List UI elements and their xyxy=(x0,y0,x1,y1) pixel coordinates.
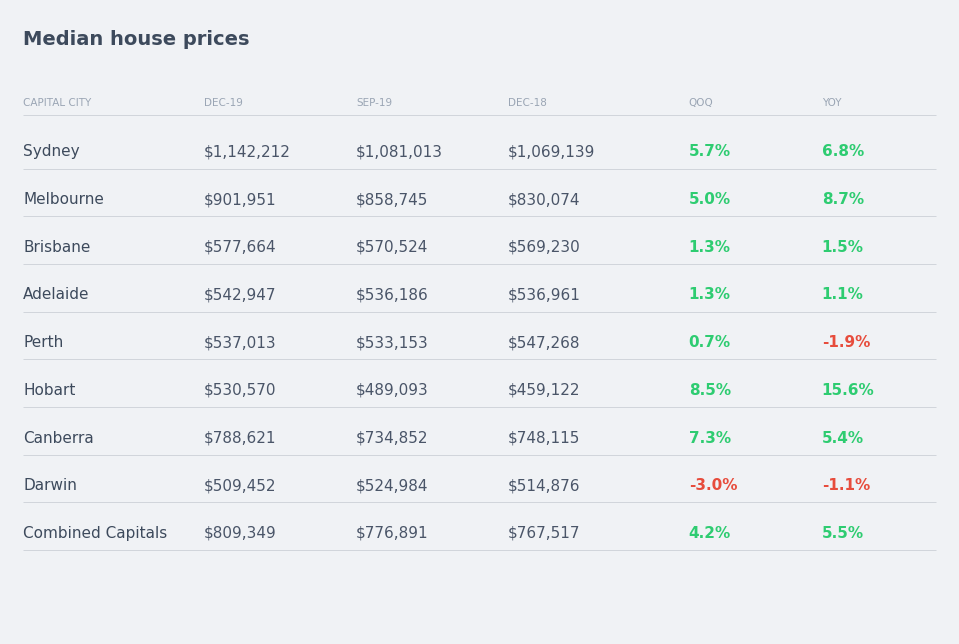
Text: $537,013: $537,013 xyxy=(204,335,276,350)
Text: Melbourne: Melbourne xyxy=(23,192,105,207)
Text: $542,947: $542,947 xyxy=(204,287,276,303)
Text: $489,093: $489,093 xyxy=(356,383,429,398)
Text: $570,524: $570,524 xyxy=(356,240,429,255)
Text: $536,961: $536,961 xyxy=(508,287,581,303)
Text: 5.0%: 5.0% xyxy=(689,192,731,207)
Text: 5.4%: 5.4% xyxy=(822,430,864,446)
Text: $530,570: $530,570 xyxy=(204,383,276,398)
Text: Darwin: Darwin xyxy=(23,478,77,493)
Text: 0.7%: 0.7% xyxy=(689,335,731,350)
Text: 8.5%: 8.5% xyxy=(689,383,731,398)
Text: QOQ: QOQ xyxy=(689,98,713,108)
Text: $776,891: $776,891 xyxy=(356,526,429,541)
Text: 1.3%: 1.3% xyxy=(689,240,731,255)
Text: Brisbane: Brisbane xyxy=(23,240,90,255)
Text: 7.3%: 7.3% xyxy=(689,430,731,446)
Text: Perth: Perth xyxy=(23,335,63,350)
Text: $547,268: $547,268 xyxy=(508,335,580,350)
Text: $748,115: $748,115 xyxy=(508,430,580,446)
Text: Combined Capitals: Combined Capitals xyxy=(23,526,168,541)
Text: $788,621: $788,621 xyxy=(204,430,276,446)
Text: $809,349: $809,349 xyxy=(204,526,276,541)
Text: CAPITAL CITY: CAPITAL CITY xyxy=(23,98,91,108)
Text: $1,081,013: $1,081,013 xyxy=(356,144,443,160)
Text: $459,122: $459,122 xyxy=(508,383,580,398)
Text: $514,876: $514,876 xyxy=(508,478,580,493)
Text: Sydney: Sydney xyxy=(23,144,80,160)
Text: YOY: YOY xyxy=(822,98,841,108)
Text: -1.9%: -1.9% xyxy=(822,335,870,350)
Text: 8.7%: 8.7% xyxy=(822,192,864,207)
Text: Adelaide: Adelaide xyxy=(23,287,90,303)
Text: 15.6%: 15.6% xyxy=(822,383,875,398)
Text: $577,664: $577,664 xyxy=(204,240,276,255)
Text: 6.8%: 6.8% xyxy=(822,144,864,160)
Text: Canberra: Canberra xyxy=(23,430,94,446)
Text: $1,142,212: $1,142,212 xyxy=(204,144,291,160)
Text: $1,069,139: $1,069,139 xyxy=(508,144,596,160)
Text: Median house prices: Median house prices xyxy=(23,30,249,48)
Text: -1.1%: -1.1% xyxy=(822,478,870,493)
Text: SEP-19: SEP-19 xyxy=(356,98,392,108)
Text: $830,074: $830,074 xyxy=(508,192,580,207)
Text: DEC-19: DEC-19 xyxy=(204,98,243,108)
Text: DEC-18: DEC-18 xyxy=(508,98,547,108)
Text: $569,230: $569,230 xyxy=(508,240,581,255)
Text: $858,745: $858,745 xyxy=(356,192,429,207)
Text: $524,984: $524,984 xyxy=(356,478,429,493)
Text: 4.2%: 4.2% xyxy=(689,526,731,541)
Text: 1.1%: 1.1% xyxy=(822,287,864,303)
Text: 1.5%: 1.5% xyxy=(822,240,864,255)
Text: 5.7%: 5.7% xyxy=(689,144,731,160)
Text: $536,186: $536,186 xyxy=(356,287,429,303)
Text: 1.3%: 1.3% xyxy=(689,287,731,303)
Text: $533,153: $533,153 xyxy=(356,335,429,350)
Text: Hobart: Hobart xyxy=(23,383,76,398)
Text: $734,852: $734,852 xyxy=(356,430,429,446)
Text: -3.0%: -3.0% xyxy=(689,478,737,493)
Text: $509,452: $509,452 xyxy=(204,478,276,493)
Text: $901,951: $901,951 xyxy=(204,192,276,207)
Text: $767,517: $767,517 xyxy=(508,526,580,541)
Text: 5.5%: 5.5% xyxy=(822,526,864,541)
